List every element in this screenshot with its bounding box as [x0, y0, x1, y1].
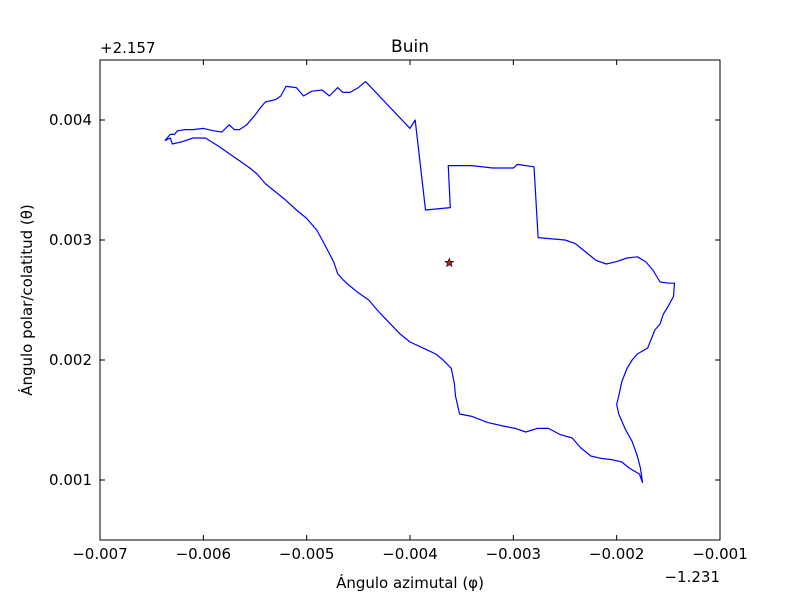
- tick-layer: −0.007 −0.006 −0.005 −0.004 −0.003 −0.002 −0.0…: [49, 60, 748, 563]
- x-tick-label: −0.003: [486, 545, 542, 563]
- chart-title: Buin: [391, 37, 429, 57]
- y-offset-label: +2.157: [100, 39, 156, 57]
- y-tick-label: 0.002: [49, 351, 92, 369]
- center-star-marker: [444, 257, 455, 268]
- y-axis-label: Ángulo polar/colatitud (θ): [17, 204, 36, 396]
- x-tick-label: −0.004: [382, 545, 438, 563]
- y-tick-label: 0.003: [49, 231, 92, 249]
- x-tick-label: −0.006: [176, 545, 232, 563]
- boundary-line-0: [164, 81, 676, 483]
- y-tick-label: 0.001: [49, 471, 92, 489]
- plot-frame: [99, 59, 721, 541]
- y-tick-label: 0.004: [49, 111, 92, 129]
- x-tick-label: −0.005: [279, 545, 335, 563]
- x-tick-label: −0.007: [72, 545, 128, 563]
- plot-area: [100, 60, 720, 540]
- marker-layer: [444, 257, 455, 268]
- x-tick-label: −0.002: [589, 545, 645, 563]
- x-tick-label: −0.001: [692, 545, 748, 563]
- outline-layer: [164, 81, 676, 483]
- x-offset-label: −1.231: [664, 568, 720, 586]
- x-axis-label: Ángulo azimutal (φ): [336, 573, 484, 592]
